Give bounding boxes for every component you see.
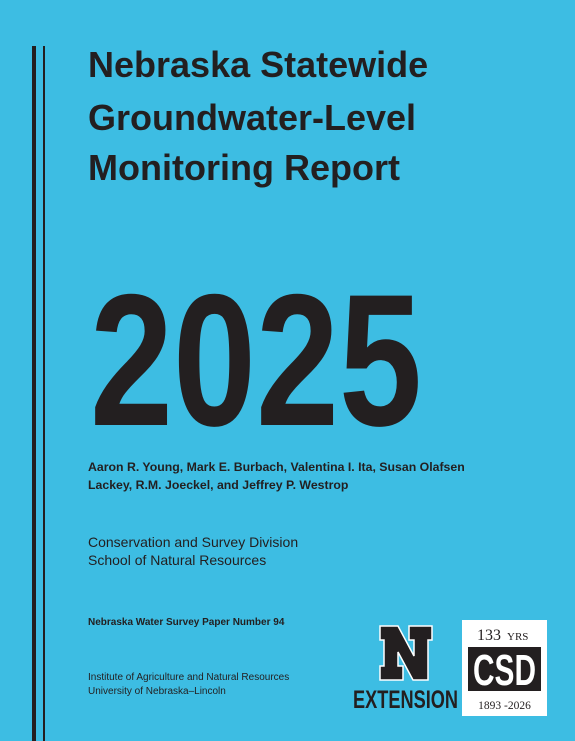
institute: Institute of Agriculture and Natural Res… [88,672,289,683]
csd-years: 133 [477,627,501,644]
extension-logo: EXTENSION [353,625,458,714]
title-line: Monitoring Report [88,147,400,188]
division: School of Natural Resources [88,552,266,568]
csd-name: CSD [473,646,536,695]
title-line: Groundwater-Level [88,97,416,138]
rule-thick [32,46,36,741]
authors: Aaron R. Young, Mark E. Burbach, Valenti… [88,460,465,474]
institute: University of Nebraska–Lincoln [88,686,226,697]
csd-years-unit: YRS [507,631,528,643]
rule-thin [43,46,45,741]
year: 2025 [90,255,422,465]
csd-plate [468,647,541,691]
extension-label: EXTENSION [353,686,458,714]
series: Nebraska Water Survey Paper Number 94 [88,617,285,628]
authors: Lackey, R.M. Joeckel, and Jeffrey P. Wes… [88,478,348,492]
division: Conservation and Survey Division [88,534,298,550]
csd-span: 1893 -2026 [478,700,531,712]
title-line: Nebraska Statewide [88,44,428,85]
csd-logo: 133 YRS CSD 1893 -2026 [462,620,547,716]
n-mark [379,625,433,681]
